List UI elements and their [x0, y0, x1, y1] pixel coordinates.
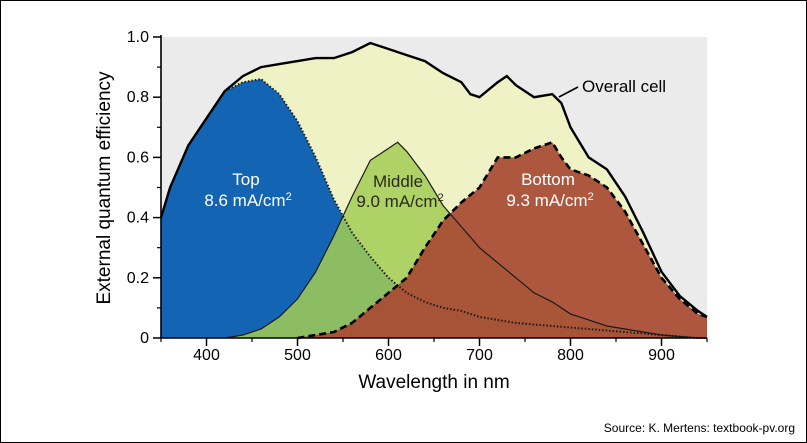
middle-current-superscript: 2 — [438, 192, 444, 204]
x-tick-label: 900 — [648, 347, 675, 364]
overall-line — [159, 41, 708, 318]
y-tick-label: 0 — [140, 330, 149, 347]
series-areas — [159, 41, 708, 340]
bottom-area — [297, 142, 707, 338]
overall-callout-line — [558, 86, 579, 98]
x-tick-label: 500 — [284, 347, 311, 364]
middle-current-label: 9.0 mA/cm2 — [356, 192, 443, 211]
x-tick-label: 600 — [375, 347, 402, 364]
bottom-current-superscript: 2 — [588, 191, 594, 203]
ticks: 400 500 600 700 800 900 0 0.2 0.4 0.6 0.8 1.0 — [127, 29, 708, 364]
overall-cell-label: Overall cell — [582, 77, 666, 96]
top-area — [161, 79, 707, 338]
x-tick-label: 800 — [557, 347, 584, 364]
source-caption: Source: K. Mertens: textbook-pv.org — [603, 421, 795, 435]
bottom-current-label: 9.3 mA/cm2 — [506, 191, 593, 210]
x-tick-label: 400 — [193, 347, 220, 364]
top-current-label: 8.6 mA/cm2 — [204, 191, 291, 210]
y-tick-label: 0.8 — [127, 89, 149, 106]
y-tick-label: 0.6 — [127, 149, 149, 166]
bottom-line — [297, 140, 708, 340]
x-axis-title: Wavelength in nm — [358, 372, 509, 393]
top-label: Top — [232, 170, 259, 189]
x-tick-label: 700 — [466, 347, 493, 364]
y-tick-label: 0.4 — [127, 210, 149, 227]
bottom-label: Bottom — [521, 170, 575, 189]
y-tick-label: 1.0 — [127, 29, 149, 46]
top-current-superscript: 2 — [286, 191, 292, 203]
middle-label: Middle — [373, 172, 423, 191]
middle-line — [224, 141, 707, 339]
y-axis-title: External quantum efficiency — [94, 71, 115, 305]
y-tick-label: 0.2 — [127, 270, 149, 287]
top-line — [160, 78, 707, 339]
